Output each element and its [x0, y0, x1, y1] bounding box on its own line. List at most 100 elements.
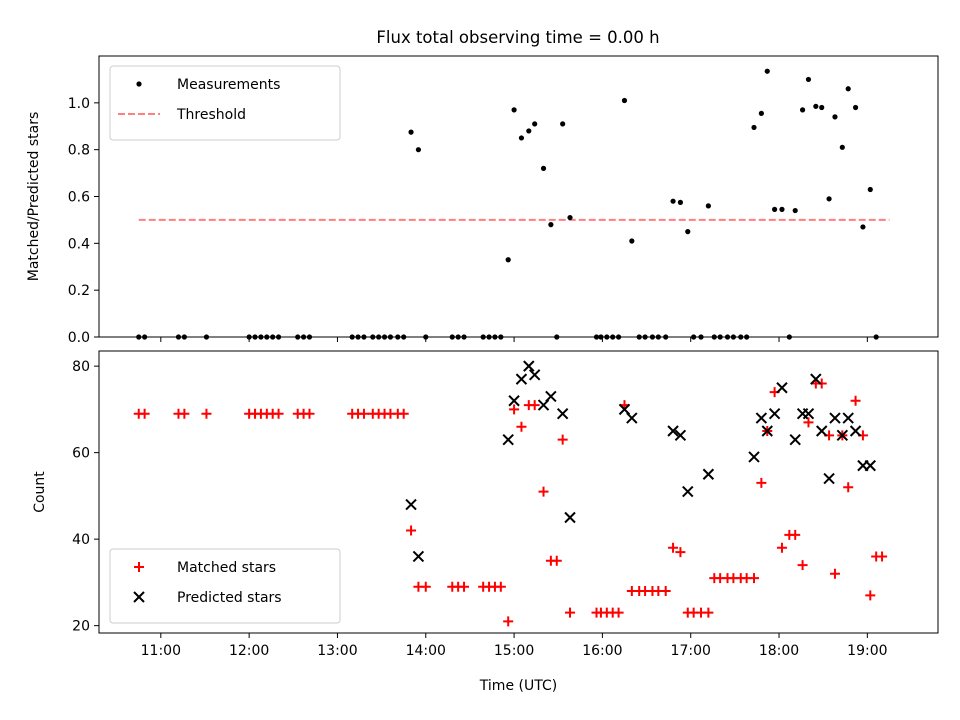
data-point: [480, 334, 486, 340]
data-point: [776, 542, 787, 553]
data-point: [306, 334, 313, 340]
data-point: [802, 408, 815, 420]
x-tick-label: 17:00: [671, 643, 711, 659]
data-point: [498, 334, 504, 340]
series-measurements: [136, 68, 879, 340]
data-point: [799, 107, 806, 113]
data-point: [776, 382, 788, 394]
data-point: [567, 214, 573, 221]
y-tick-label: 0.4: [68, 236, 90, 252]
data-point: [508, 395, 520, 407]
data-point: [761, 425, 773, 437]
y-axis-label: Matched/Predicted stars: [26, 112, 42, 282]
data-point: [415, 147, 422, 153]
data-point: [823, 472, 835, 485]
data-point: [636, 334, 642, 340]
data-point: [698, 334, 704, 340]
data-point: [408, 129, 414, 135]
data-point: [845, 86, 851, 92]
data-point: [877, 551, 888, 562]
data-point: [406, 525, 417, 536]
data-point: [816, 425, 828, 437]
legend-box: [109, 65, 341, 141]
legend-label: Predicted stars: [177, 590, 282, 606]
data-point: [593, 334, 600, 340]
x-tick-label: 14:00: [406, 643, 446, 659]
data-point: [370, 334, 376, 340]
legend: Measurements Threshold: [109, 65, 341, 141]
data-point: [545, 390, 557, 403]
data-point: [668, 542, 679, 553]
data-point: [540, 165, 547, 171]
data-point: [685, 229, 691, 235]
data-point: [744, 334, 750, 340]
data-point: [502, 433, 514, 446]
data-point: [667, 425, 679, 437]
data-point: [511, 107, 517, 113]
data-point: [865, 590, 876, 601]
data-point: [486, 334, 492, 340]
data-point: [663, 334, 669, 340]
data-point: [864, 459, 876, 472]
data-point: [459, 581, 470, 592]
data-point: [139, 408, 150, 419]
data-point: [615, 334, 622, 340]
data-point: [764, 68, 770, 74]
data-point: [516, 421, 527, 432]
data-point: [860, 224, 866, 230]
data-point: [395, 334, 401, 340]
x-tick-label: 18:00: [759, 643, 799, 659]
data-point: [730, 334, 737, 340]
x-tick-label: 15:00: [494, 643, 534, 659]
data-point: [295, 334, 301, 340]
data-point: [538, 486, 549, 497]
y-tick-label: 60: [72, 446, 90, 462]
data-point: [832, 114, 838, 120]
data-point: [829, 412, 841, 424]
data-point: [749, 573, 760, 584]
data-point: [398, 408, 409, 419]
data-point: [358, 408, 369, 419]
data-point: [420, 581, 431, 592]
data-point: [792, 207, 798, 214]
ratio-panel: 0.0 0.2 0.4 0.6 0.8 1.0 Matched/Predicted star…: [26, 55, 939, 346]
data-point: [175, 334, 182, 340]
data-point: [813, 103, 819, 109]
data-point: [557, 434, 568, 445]
data-point: [136, 334, 142, 340]
data-point: [509, 404, 520, 415]
data-point: [621, 97, 628, 104]
data-point: [518, 135, 525, 141]
x-tick-label: 19:00: [847, 643, 887, 659]
data-point: [201, 408, 212, 419]
data-point: [768, 408, 781, 420]
data-point: [387, 334, 394, 340]
data-point: [751, 124, 757, 131]
data-point: [503, 616, 514, 627]
data-point: [523, 360, 535, 372]
data-point: [842, 412, 854, 424]
y-tick-label: 80: [72, 359, 90, 375]
data-point: [300, 334, 307, 340]
data-point: [203, 334, 210, 340]
data-point: [717, 334, 723, 340]
data-point: [677, 199, 684, 205]
legend-box: [109, 548, 341, 624]
legend-label: Matched stars: [177, 560, 276, 576]
data-point: [554, 334, 560, 340]
data-point: [560, 121, 566, 127]
data-point: [551, 555, 562, 566]
data-point: [532, 121, 538, 127]
data-point: [270, 334, 276, 340]
data-point: [349, 334, 355, 340]
data-point: [755, 412, 768, 424]
data-point: [449, 334, 455, 340]
data-point: [181, 334, 187, 340]
data-point: [711, 334, 717, 340]
data-point: [376, 334, 382, 340]
data-point: [275, 334, 282, 340]
data-point: [852, 104, 859, 111]
data-point: [142, 334, 148, 340]
y-tick-label: 1.0: [68, 96, 90, 112]
